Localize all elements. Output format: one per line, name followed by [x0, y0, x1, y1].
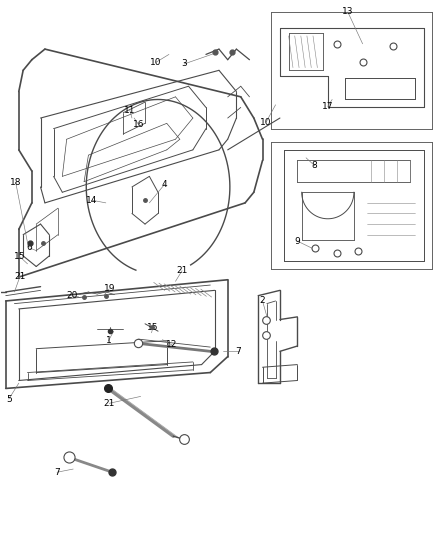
Text: 13: 13: [342, 7, 353, 17]
Text: 6: 6: [27, 244, 32, 253]
Text: 14: 14: [86, 196, 98, 205]
Text: 8: 8: [312, 161, 318, 170]
Text: 21: 21: [177, 266, 188, 275]
Text: 18: 18: [10, 178, 21, 187]
Text: 7: 7: [54, 468, 60, 477]
Text: 17: 17: [322, 102, 334, 111]
Text: 3: 3: [181, 60, 187, 68]
Text: 20: 20: [66, 291, 78, 300]
Text: 16: 16: [133, 120, 144, 129]
Text: 21: 21: [104, 399, 115, 408]
Text: 2: 2: [260, 296, 265, 305]
Text: 7: 7: [236, 347, 241, 356]
Text: 9: 9: [294, 237, 300, 246]
Text: 10: 10: [150, 58, 162, 67]
Text: 19: 19: [103, 284, 115, 293]
Text: 4: 4: [162, 180, 167, 189]
Text: 15: 15: [147, 323, 159, 332]
Text: 1: 1: [106, 336, 111, 345]
Text: 15: 15: [14, 253, 26, 262]
Text: 10: 10: [260, 118, 272, 127]
Text: 12: 12: [166, 341, 178, 350]
Text: 5: 5: [6, 394, 12, 403]
Text: 11: 11: [124, 106, 135, 115]
Text: 21: 21: [14, 271, 26, 280]
